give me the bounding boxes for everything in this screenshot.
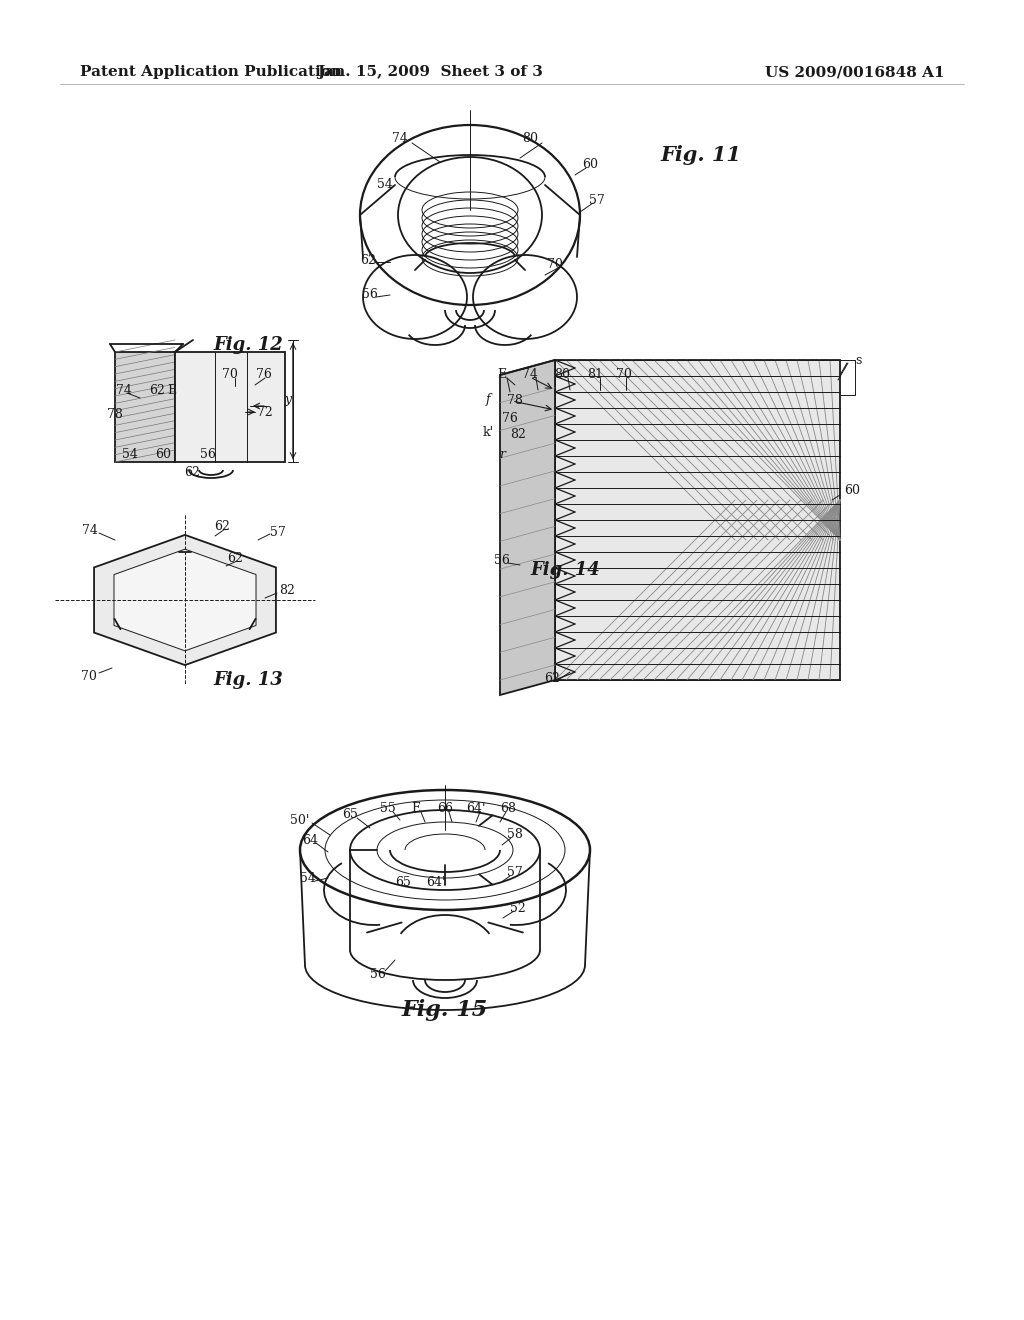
Text: 74: 74 (82, 524, 98, 536)
Text: 62: 62 (214, 520, 230, 532)
Text: 52: 52 (510, 902, 526, 915)
Text: Fig. 15: Fig. 15 (401, 999, 488, 1020)
Text: E: E (498, 368, 507, 381)
Text: 62: 62 (150, 384, 165, 396)
Text: r: r (499, 449, 505, 462)
Text: 62: 62 (360, 253, 376, 267)
Polygon shape (94, 535, 275, 665)
Text: 54: 54 (122, 449, 138, 462)
Text: 62: 62 (227, 552, 243, 565)
Text: 60: 60 (844, 483, 860, 496)
Polygon shape (555, 360, 840, 680)
Text: 56: 56 (370, 969, 386, 982)
Text: Fig. 14: Fig. 14 (530, 561, 600, 579)
Text: 64': 64' (426, 875, 445, 888)
Text: 80: 80 (522, 132, 538, 144)
Text: 68: 68 (500, 801, 516, 814)
Text: 54: 54 (377, 178, 393, 191)
Text: E: E (412, 801, 421, 814)
Text: 60: 60 (582, 158, 598, 172)
Text: 70: 70 (81, 669, 97, 682)
Text: 55: 55 (380, 801, 396, 814)
Text: 81: 81 (587, 368, 603, 381)
Text: 64': 64' (466, 801, 485, 814)
Text: 76: 76 (256, 367, 272, 380)
Text: 80: 80 (554, 368, 570, 381)
Text: 54: 54 (300, 871, 316, 884)
Text: 74: 74 (116, 384, 132, 396)
Text: 64: 64 (302, 833, 318, 846)
Text: 70: 70 (616, 368, 632, 381)
Text: 57: 57 (507, 866, 523, 879)
Text: 72: 72 (257, 405, 272, 418)
Text: Fig. 11: Fig. 11 (660, 145, 741, 165)
Text: 74: 74 (522, 368, 538, 381)
Text: 74: 74 (392, 132, 408, 144)
Text: 66: 66 (437, 801, 453, 814)
Text: 82: 82 (510, 429, 526, 441)
Text: 56: 56 (200, 449, 216, 462)
Text: 62: 62 (544, 672, 560, 685)
Text: 60: 60 (155, 449, 171, 462)
Text: Jan. 15, 2009  Sheet 3 of 3: Jan. 15, 2009 Sheet 3 of 3 (317, 65, 543, 79)
Text: E: E (168, 384, 176, 396)
Text: 82: 82 (280, 583, 295, 597)
Polygon shape (114, 549, 256, 651)
Polygon shape (115, 352, 175, 462)
Text: Fig. 13: Fig. 13 (213, 671, 283, 689)
Text: 58: 58 (507, 829, 523, 842)
Text: 50': 50' (291, 813, 309, 826)
Text: 56: 56 (494, 553, 510, 566)
Text: 65: 65 (395, 875, 411, 888)
Text: s: s (855, 354, 861, 367)
Text: 62: 62 (184, 466, 200, 479)
Text: 78: 78 (507, 393, 523, 407)
Text: Fig. 12: Fig. 12 (213, 337, 283, 354)
Polygon shape (500, 360, 555, 696)
Text: 76: 76 (502, 412, 518, 425)
Text: US 2009/0016848 A1: US 2009/0016848 A1 (765, 65, 945, 79)
Text: 70: 70 (222, 367, 238, 380)
Text: k': k' (482, 425, 494, 438)
Text: 57: 57 (270, 525, 286, 539)
Text: f: f (485, 393, 490, 407)
Text: y: y (285, 393, 292, 407)
Text: 70: 70 (547, 259, 563, 272)
Text: 56: 56 (362, 289, 378, 301)
Text: Patent Application Publication: Patent Application Publication (80, 65, 342, 79)
Text: 78: 78 (108, 408, 123, 421)
Text: 65: 65 (342, 808, 358, 821)
Polygon shape (175, 352, 285, 462)
Text: 57: 57 (589, 194, 605, 206)
